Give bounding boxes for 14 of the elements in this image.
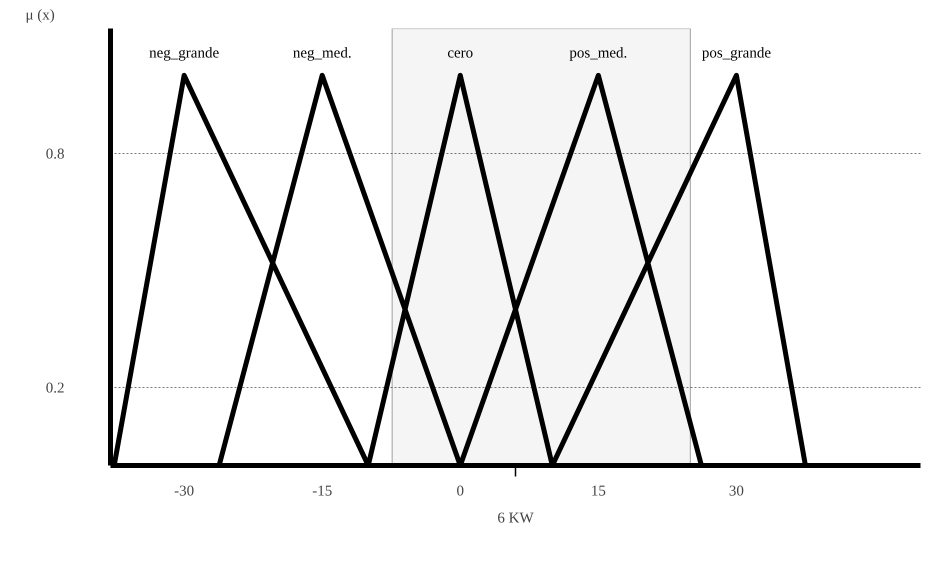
- series-label: pos_grande: [702, 45, 772, 62]
- y-tick-label: 0.8: [46, 146, 64, 162]
- series-label: pos_med.: [569, 45, 628, 62]
- x-tick-label: 15: [590, 484, 606, 500]
- y-tick-label: 0.2: [46, 380, 64, 396]
- series-label: neg_grande: [149, 45, 220, 62]
- x-tick-label: 0: [456, 484, 464, 500]
- series-label: cero: [447, 45, 474, 62]
- y-axis-title: μ (x): [26, 8, 55, 24]
- series-label: neg_med.: [292, 45, 352, 62]
- x-tick-label: -30: [174, 484, 194, 500]
- annotation: 6 KW: [497, 510, 534, 526]
- x-tick-label: 30: [728, 484, 744, 500]
- x-tick-label: -15: [312, 484, 332, 500]
